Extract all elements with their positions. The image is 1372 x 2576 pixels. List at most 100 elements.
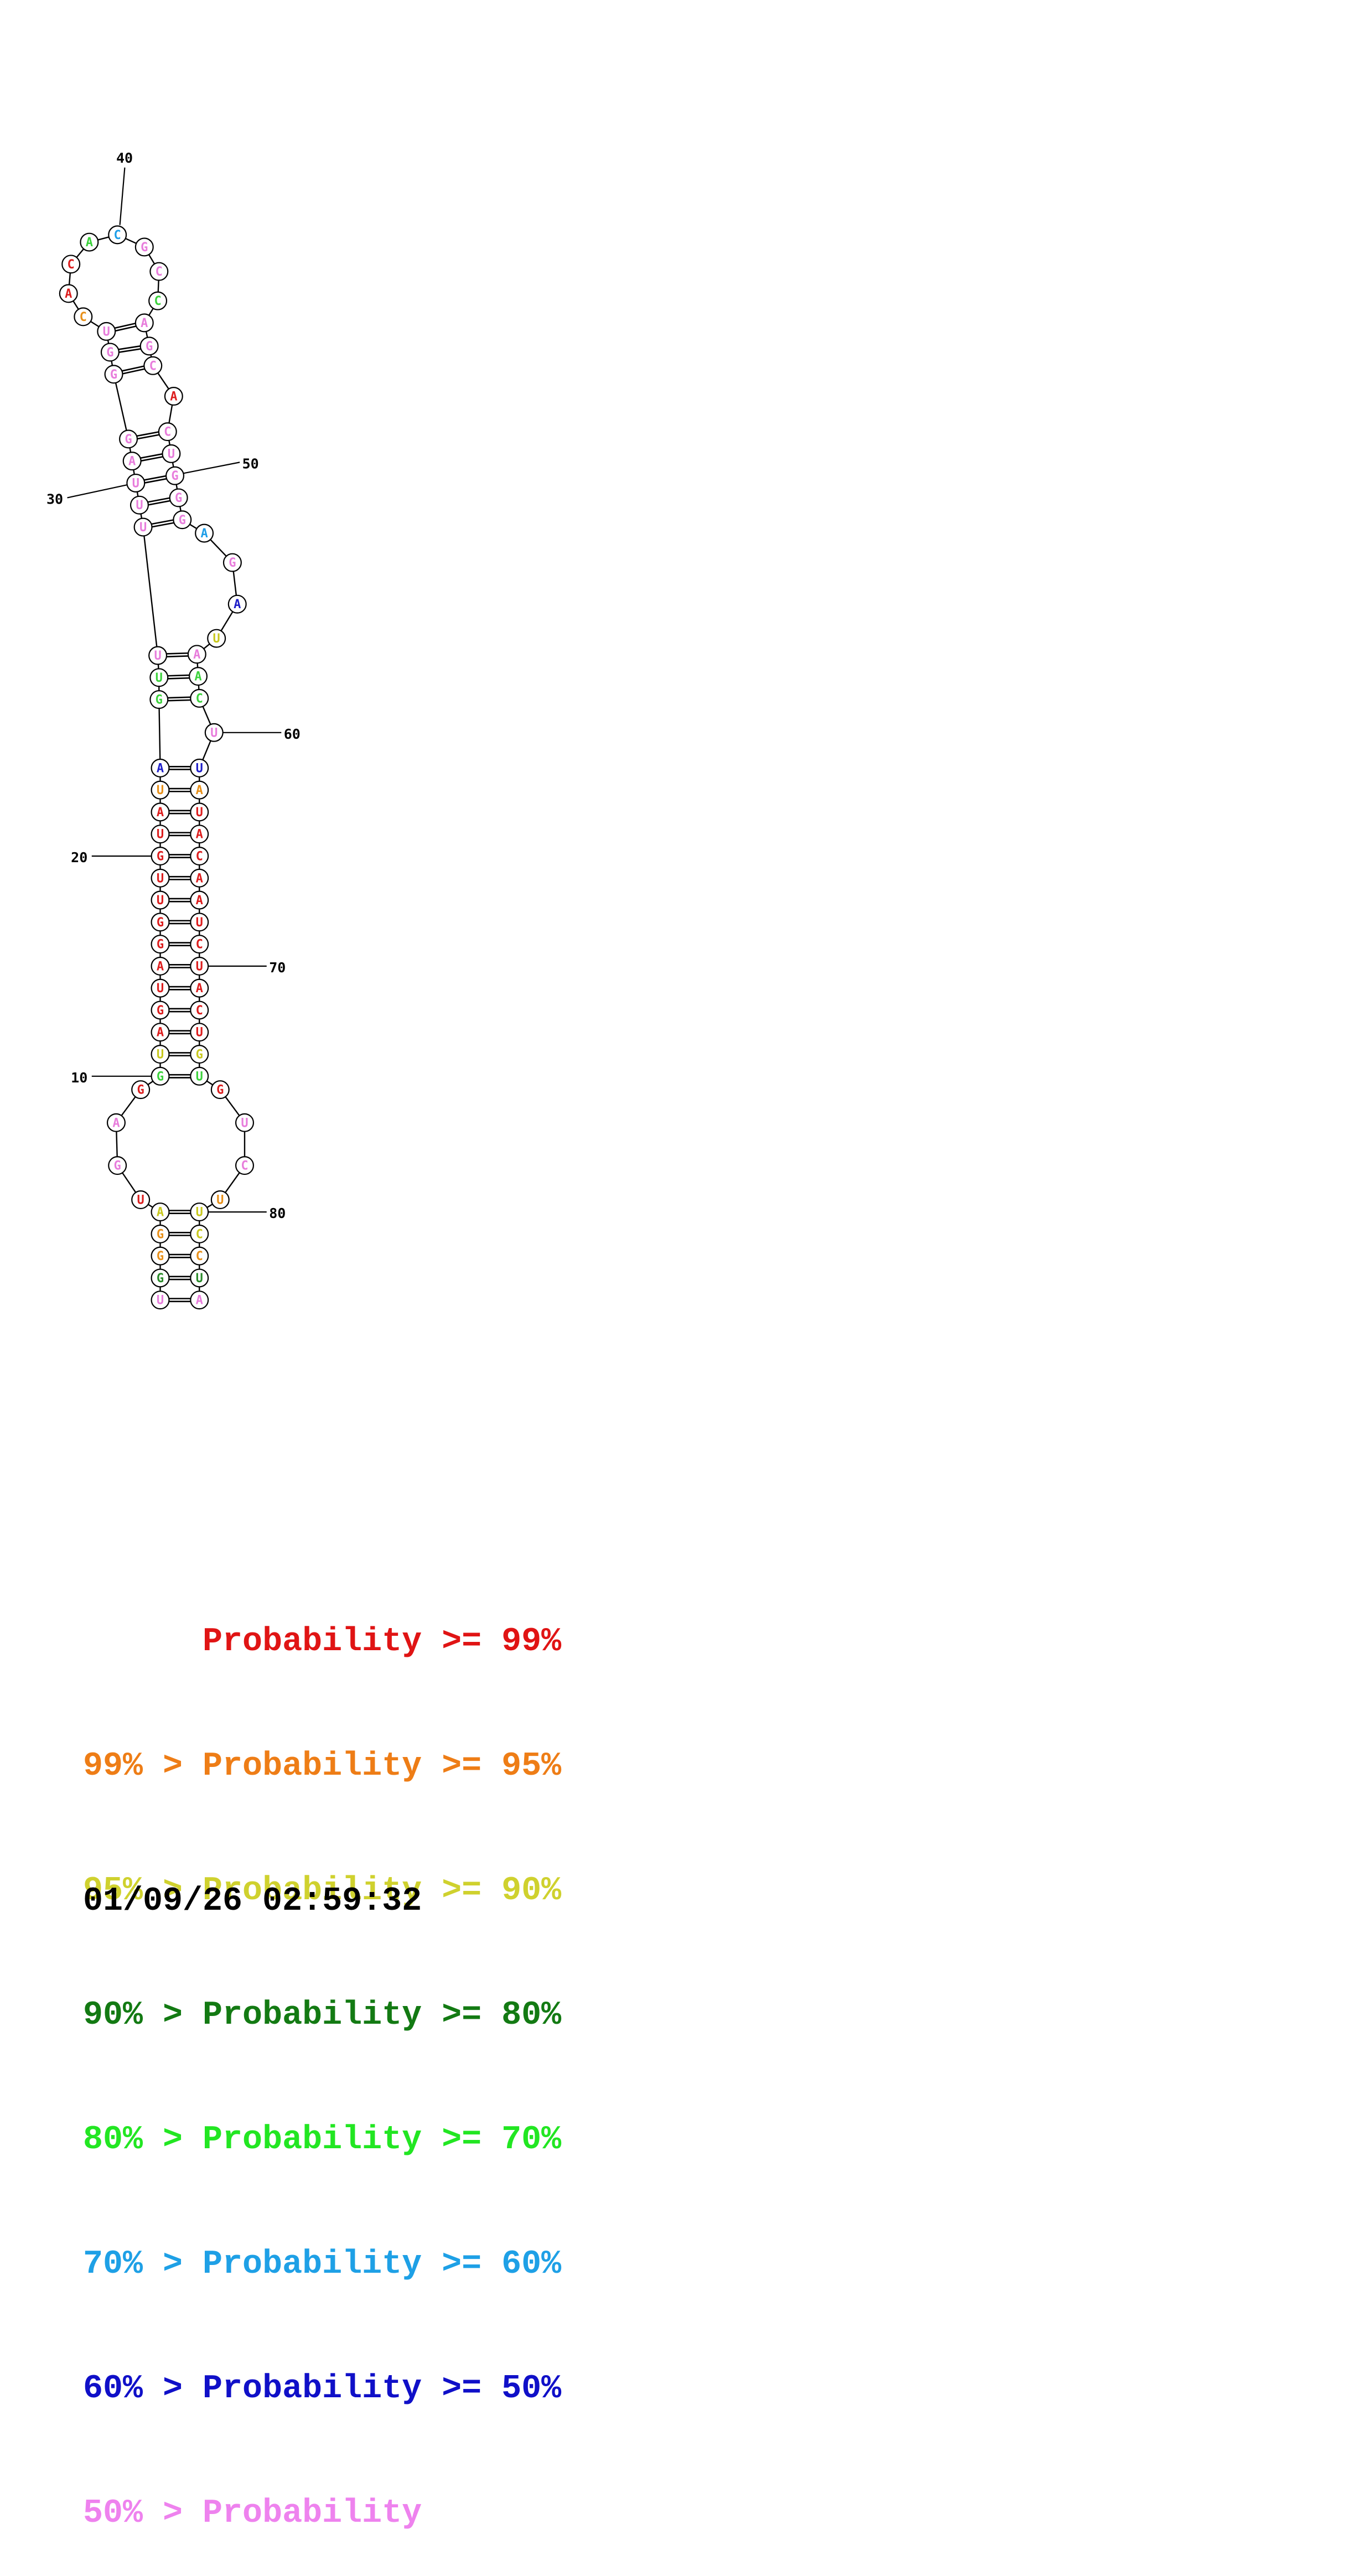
legend-row-95: 99% > Probability >= 95% <box>83 1746 561 1787</box>
nucleotide-circle <box>190 913 209 932</box>
nucleotide-letter: C <box>241 1159 248 1173</box>
nucleotide-43: C <box>148 291 168 310</box>
nucleotide-letter: U <box>196 960 203 973</box>
nucleotide-circle <box>126 473 146 493</box>
nucleotide-circle <box>190 780 209 800</box>
nucleotide-60: U <box>204 723 224 742</box>
nucleotide-80: U <box>190 1203 209 1222</box>
nucleotide-letter: A <box>65 287 72 301</box>
legend-label: Probability >= 90% <box>203 1872 562 1910</box>
nucleotide-circle <box>149 690 169 709</box>
nucleotide-circle <box>162 444 181 463</box>
base-pair-bond <box>152 522 174 528</box>
nucleotide-circle <box>143 356 163 375</box>
nucleotide-circle <box>164 387 183 406</box>
nucleotide-circle <box>187 645 206 664</box>
nucleotide-circle <box>190 1045 209 1064</box>
nucleotide-25: G <box>149 690 169 709</box>
nucleotide-letter: U <box>196 1272 203 1286</box>
nucleotide-63: U <box>190 802 209 822</box>
position-label: 60 <box>284 726 301 742</box>
nucleotide-letter: U <box>196 761 203 775</box>
nucleotide-circle <box>190 825 209 844</box>
nucleotide-letter: A <box>196 828 203 842</box>
nucleotide-76: G <box>210 1080 230 1100</box>
nucleotide-letter: G <box>156 693 163 707</box>
nucleotide-77: U <box>235 1113 255 1132</box>
nucleotide-circle <box>235 1156 255 1175</box>
nucleotide-circle <box>173 510 192 530</box>
position-tick <box>67 484 130 499</box>
nucleotide-50: G <box>165 466 185 485</box>
nucleotide-circle <box>190 802 209 822</box>
nucleotide-letter: C <box>149 359 157 373</box>
position-label: 50 <box>242 455 259 471</box>
nucleotide-33: G <box>104 365 123 384</box>
nucleotide-letter: G <box>146 340 153 354</box>
nucleotide-letter: C <box>68 258 75 272</box>
base-pair-bond <box>118 348 141 353</box>
nucleotide-28: U <box>133 517 153 537</box>
nucleotide-letter: A <box>196 894 203 908</box>
nucleotide-24: A <box>151 758 170 778</box>
nucleotide-letter: U <box>157 1048 164 1062</box>
nucleotide-55: A <box>227 594 247 614</box>
legend-label: Probability >= 70% <box>203 2121 562 2159</box>
nucleotide-letter: A <box>112 1116 120 1130</box>
nucleotide-30: U <box>126 473 146 493</box>
nucleotide-circle <box>100 343 120 362</box>
nucleotide-circle <box>151 978 170 998</box>
legend-prefix: 90% > <box>83 1997 203 2034</box>
nucleotide-27: U <box>148 646 168 665</box>
legend-prefix: 95% > <box>83 1872 203 1910</box>
legend-prefix <box>83 1623 203 1661</box>
nucleotide-letter: C <box>114 229 121 242</box>
base-pair-bond <box>114 323 136 329</box>
nucleotide-17: G <box>151 913 170 932</box>
base-pair-bond <box>141 456 163 462</box>
base-pair-bond <box>166 652 188 655</box>
nucleotide-letter: U <box>157 1294 164 1308</box>
nucleotide-circle <box>190 868 209 888</box>
nucleotide-57: A <box>187 645 206 664</box>
nucleotide-circle <box>190 846 209 866</box>
nucleotide-10: G <box>151 1066 170 1086</box>
nucleotide-letter: G <box>157 1004 164 1018</box>
nucleotide-69: C <box>190 935 209 954</box>
nucleotide-letter: C <box>196 850 203 864</box>
position-label: 30 <box>46 491 63 507</box>
nucleotide-circle <box>106 1113 126 1132</box>
nucleotide-circle <box>151 1268 170 1288</box>
nucleotide-circle <box>190 935 209 954</box>
nucleotide-circle <box>190 758 209 778</box>
nucleotide-40: C <box>108 225 127 245</box>
nucleotide-42: C <box>149 262 169 281</box>
nucleotide-8: A <box>106 1113 126 1132</box>
legend-label: Probability >= 80% <box>203 1997 562 2034</box>
nucleotide-circle <box>190 688 209 708</box>
nucleotide-64: A <box>190 825 209 844</box>
nucleotide-circle <box>131 1190 151 1210</box>
nucleotide-circle <box>149 262 169 281</box>
nucleotide-circle <box>108 225 127 245</box>
nucleotide-circle <box>190 890 209 910</box>
nucleotide-letter: G <box>157 1070 164 1084</box>
nucleotide-circle <box>151 1203 170 1222</box>
legend-label: Probability >= 99% <box>203 1623 562 1661</box>
base-pair-bond <box>137 434 159 440</box>
nucleotide-9: G <box>131 1080 151 1100</box>
nucleotide-49: U <box>162 444 181 463</box>
nucleotide-circle <box>122 452 142 471</box>
nucleotide-circle <box>108 1156 127 1175</box>
base-pair-bond <box>168 699 191 702</box>
nucleotide-6: U <box>131 1190 151 1210</box>
base-pair-bond <box>115 325 137 332</box>
nucleotide-letter: G <box>196 1048 203 1062</box>
nucleotide-82: C <box>190 1246 209 1266</box>
nucleotide-14: U <box>151 978 170 998</box>
base-pair-bond <box>136 431 159 437</box>
nucleotide-letter: G <box>175 491 182 505</box>
position-label: 10 <box>71 1070 87 1086</box>
nucleotide-13: G <box>151 1001 170 1020</box>
legend-prefix: 99% > <box>83 1748 203 1785</box>
